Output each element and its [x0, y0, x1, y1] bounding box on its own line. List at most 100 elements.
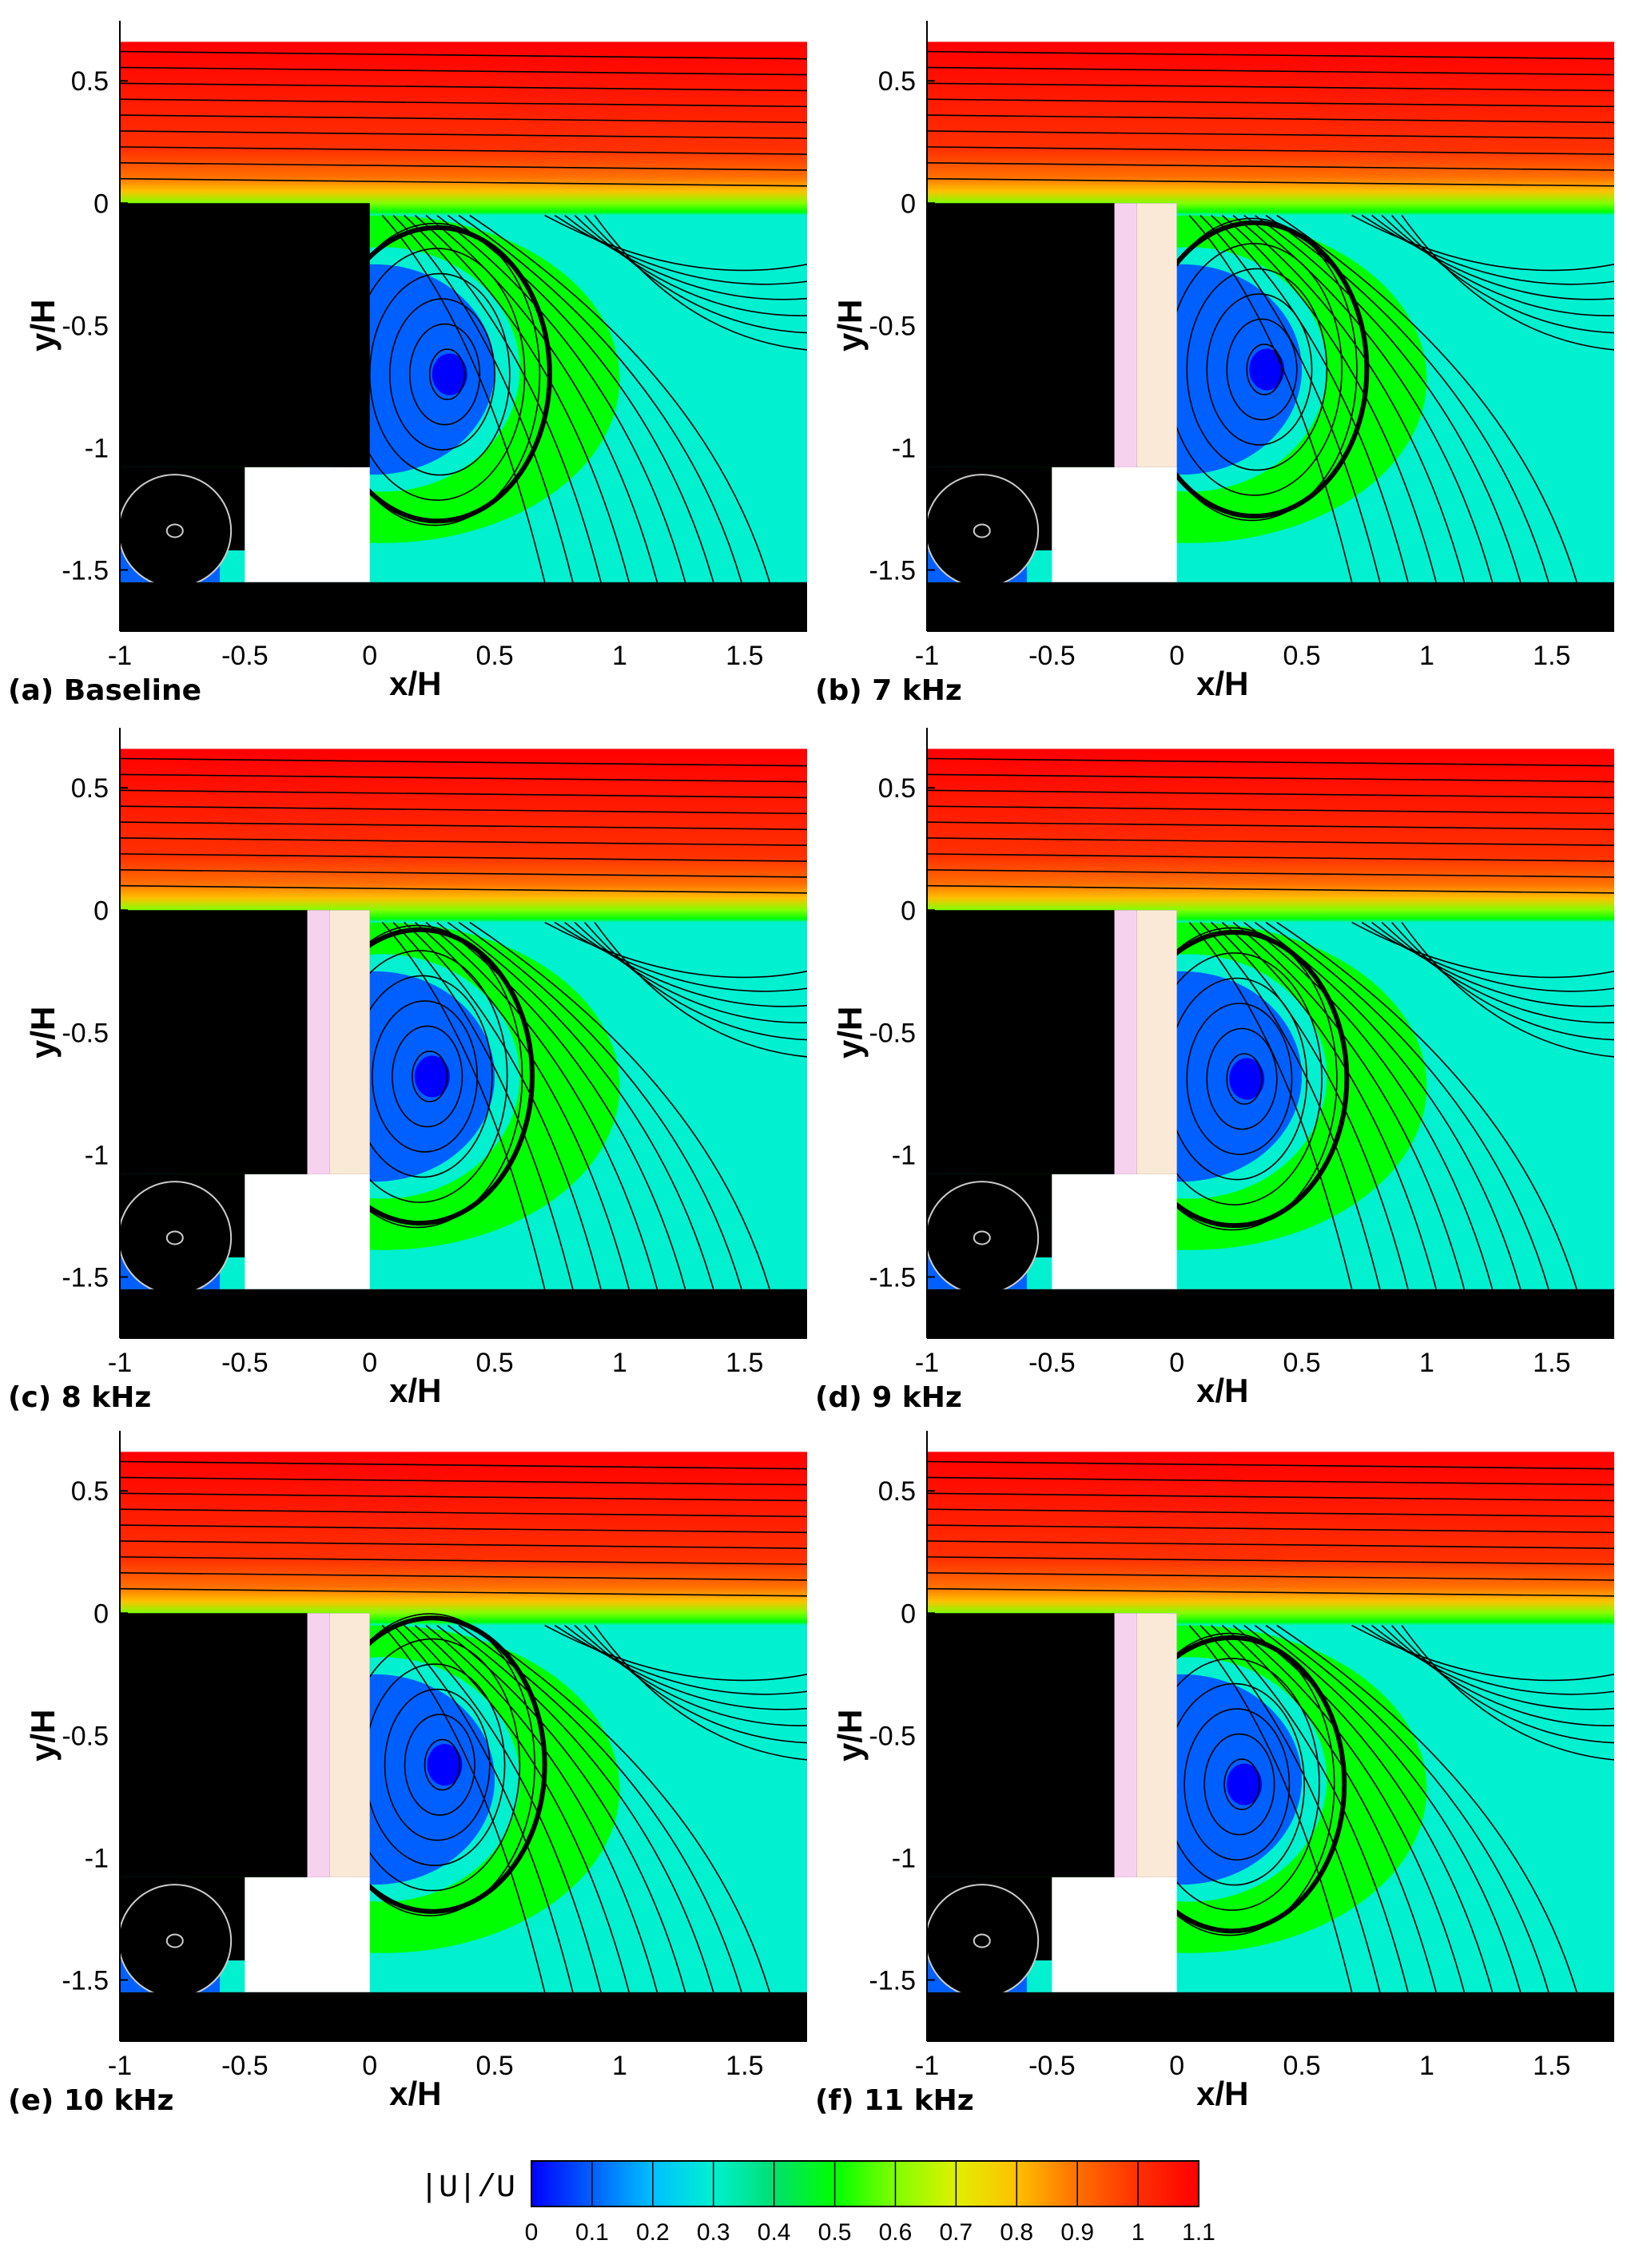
wake-streamline: [1276, 1624, 1577, 1993]
wake-streamline: [1254, 921, 1522, 1289]
y-tick-label: -0.5: [62, 1018, 109, 1048]
x-axis-label: x/H: [389, 665, 441, 702]
bubble-streamline: [1206, 1027, 1278, 1130]
freestream-streamline: [927, 1508, 1614, 1518]
freestream-streamline: [927, 50, 1614, 60]
wake-streamline: [1243, 1624, 1494, 1992]
ground-plane: [120, 1992, 807, 2041]
y-tick-label: -1.5: [62, 1965, 109, 1996]
x-tick-label: -1: [915, 1348, 939, 1378]
wake-streamline: [1276, 921, 1577, 1290]
bubble-streamline: [424, 1738, 461, 1791]
streamlines: [120, 1460, 807, 1993]
colorbar-title: |U|/U: [420, 2171, 515, 2206]
x-tick-label: -1: [915, 2051, 939, 2081]
ground-plane: [120, 1289, 807, 1338]
plot-area: [120, 32, 807, 631]
panel-5: -1 -0.5 0 0.5 1 1.5 0.5 0 -0.5 -1 -1.5 x/H y/H (f) 11…: [815, 1431, 1614, 2117]
wheel-hub: [973, 1933, 991, 1948]
masked-region: [1052, 1174, 1177, 1289]
x-tick-label: 1: [612, 2051, 627, 2081]
panel-0: -1 -0.5 0 0.5 1 1.5 0.5 0 -0.5 -1 -1.5 x/H y/H (a) Ba…: [8, 21, 807, 707]
wake-streamline: [1254, 214, 1522, 582]
outer-streamline: [1361, 921, 1614, 992]
bubble-streamline: [1226, 1053, 1263, 1105]
bubble-streamline: [1183, 1708, 1291, 1861]
y-tick-label: -0.5: [869, 1721, 916, 1751]
freestream-field: [927, 1452, 1614, 1626]
y-tick-label: -1.5: [869, 1965, 916, 1996]
x-axis-label: x/H: [1196, 2075, 1248, 2112]
wake-streamline: [414, 1624, 630, 1992]
top-blank: [927, 32, 1614, 42]
x-tick-label: 1.5: [726, 2051, 763, 2081]
outer-streamline: [574, 215, 807, 316]
wheel-hub: [165, 1230, 184, 1245]
outer-streamline: [544, 1624, 807, 1682]
colorbar-tick-label: 0.2: [636, 2219, 670, 2246]
wake-streamline: [436, 1624, 686, 1992]
outer-streamline: [584, 1625, 807, 1744]
actuator-strip: [1114, 1613, 1137, 1877]
x-tick-label: 0.5: [1283, 1348, 1320, 1378]
wake-streamline: [458, 214, 742, 583]
y-axis-label: y/H: [24, 1007, 62, 1059]
freestream-streamline: [927, 773, 1614, 783]
freestream-streamline: [927, 146, 1614, 155]
actuator-plate: [1136, 203, 1177, 467]
outer-streamline: [1381, 215, 1614, 316]
vortex-core: [427, 1744, 463, 1786]
plot-area: [927, 739, 1614, 1338]
y-tick-label: -1.5: [869, 555, 916, 586]
x-tick-label: 0: [1169, 2051, 1184, 2081]
x-tick-label: 0.5: [475, 1348, 513, 1378]
wake-streamline: [392, 215, 574, 582]
outer-streamline: [1351, 921, 1614, 979]
wheel: [927, 1181, 1040, 1295]
x-tick-label: 0.5: [475, 2051, 513, 2081]
bubble-streamline: [372, 1000, 479, 1153]
colorbar-tick-label: 0.3: [697, 2219, 730, 2246]
x-tick-label: 0.5: [1283, 2051, 1320, 2081]
x-axis-label: x/H: [1196, 665, 1248, 702]
bubble-streamline: [1246, 344, 1283, 395]
x-tick-label: 1: [612, 641, 627, 671]
outer-streamline: [544, 214, 807, 272]
y-tick-label: 0.5: [878, 66, 916, 97]
streamlines: [120, 757, 807, 1290]
y-tick-label: -1.5: [62, 1262, 109, 1293]
wake-streamline: [1211, 921, 1409, 1289]
wake-field-far: [1402, 276, 1614, 582]
bubble-streamline: [388, 298, 495, 451]
freestream-streamline: [120, 1540, 807, 1549]
y-tick-label: -0.5: [869, 1018, 916, 1048]
freestream-streamline: [927, 130, 1614, 139]
plot-area: [120, 739, 807, 1338]
y-tick-label: -0.5: [869, 311, 916, 341]
wake-field-far: [1402, 1686, 1614, 1992]
outer-streamline: [1401, 922, 1614, 1058]
wake-streamline: [1265, 921, 1549, 1290]
wake-streamline: [1265, 1624, 1549, 1993]
wake-streamline: [392, 1625, 574, 1992]
y-tick-label: -1.5: [62, 555, 109, 586]
wake-streamline: [1188, 922, 1353, 1289]
outer-streamline: [554, 921, 807, 992]
actuator-plate: [329, 910, 370, 1174]
bubble-streamline: [1186, 1003, 1293, 1155]
wake-streamline: [1232, 921, 1466, 1289]
y-axis-label: y/H: [24, 1710, 62, 1762]
freestream-streamline: [120, 789, 807, 799]
outer-streamline: [1351, 1624, 1614, 1682]
wake-streamline: [469, 1624, 770, 1993]
y-tick-label: -1: [85, 433, 109, 463]
wake-streamline: [1221, 1624, 1437, 1992]
x-tick-label: 0: [362, 1348, 377, 1378]
bubble-streamline: [404, 1714, 475, 1816]
freestream-streamline: [120, 884, 807, 894]
freestream-streamline: [120, 773, 807, 783]
panel-3: -1 -0.5 0 0.5 1 1.5 0.5 0 -0.5 -1 -1.5 x/H y/H (d) 9 …: [815, 728, 1614, 1414]
colorbar-tick-label: 0.7: [940, 2219, 973, 2246]
wake-streamline: [381, 1625, 546, 1992]
y-tick-label: -0.5: [62, 1721, 109, 1751]
